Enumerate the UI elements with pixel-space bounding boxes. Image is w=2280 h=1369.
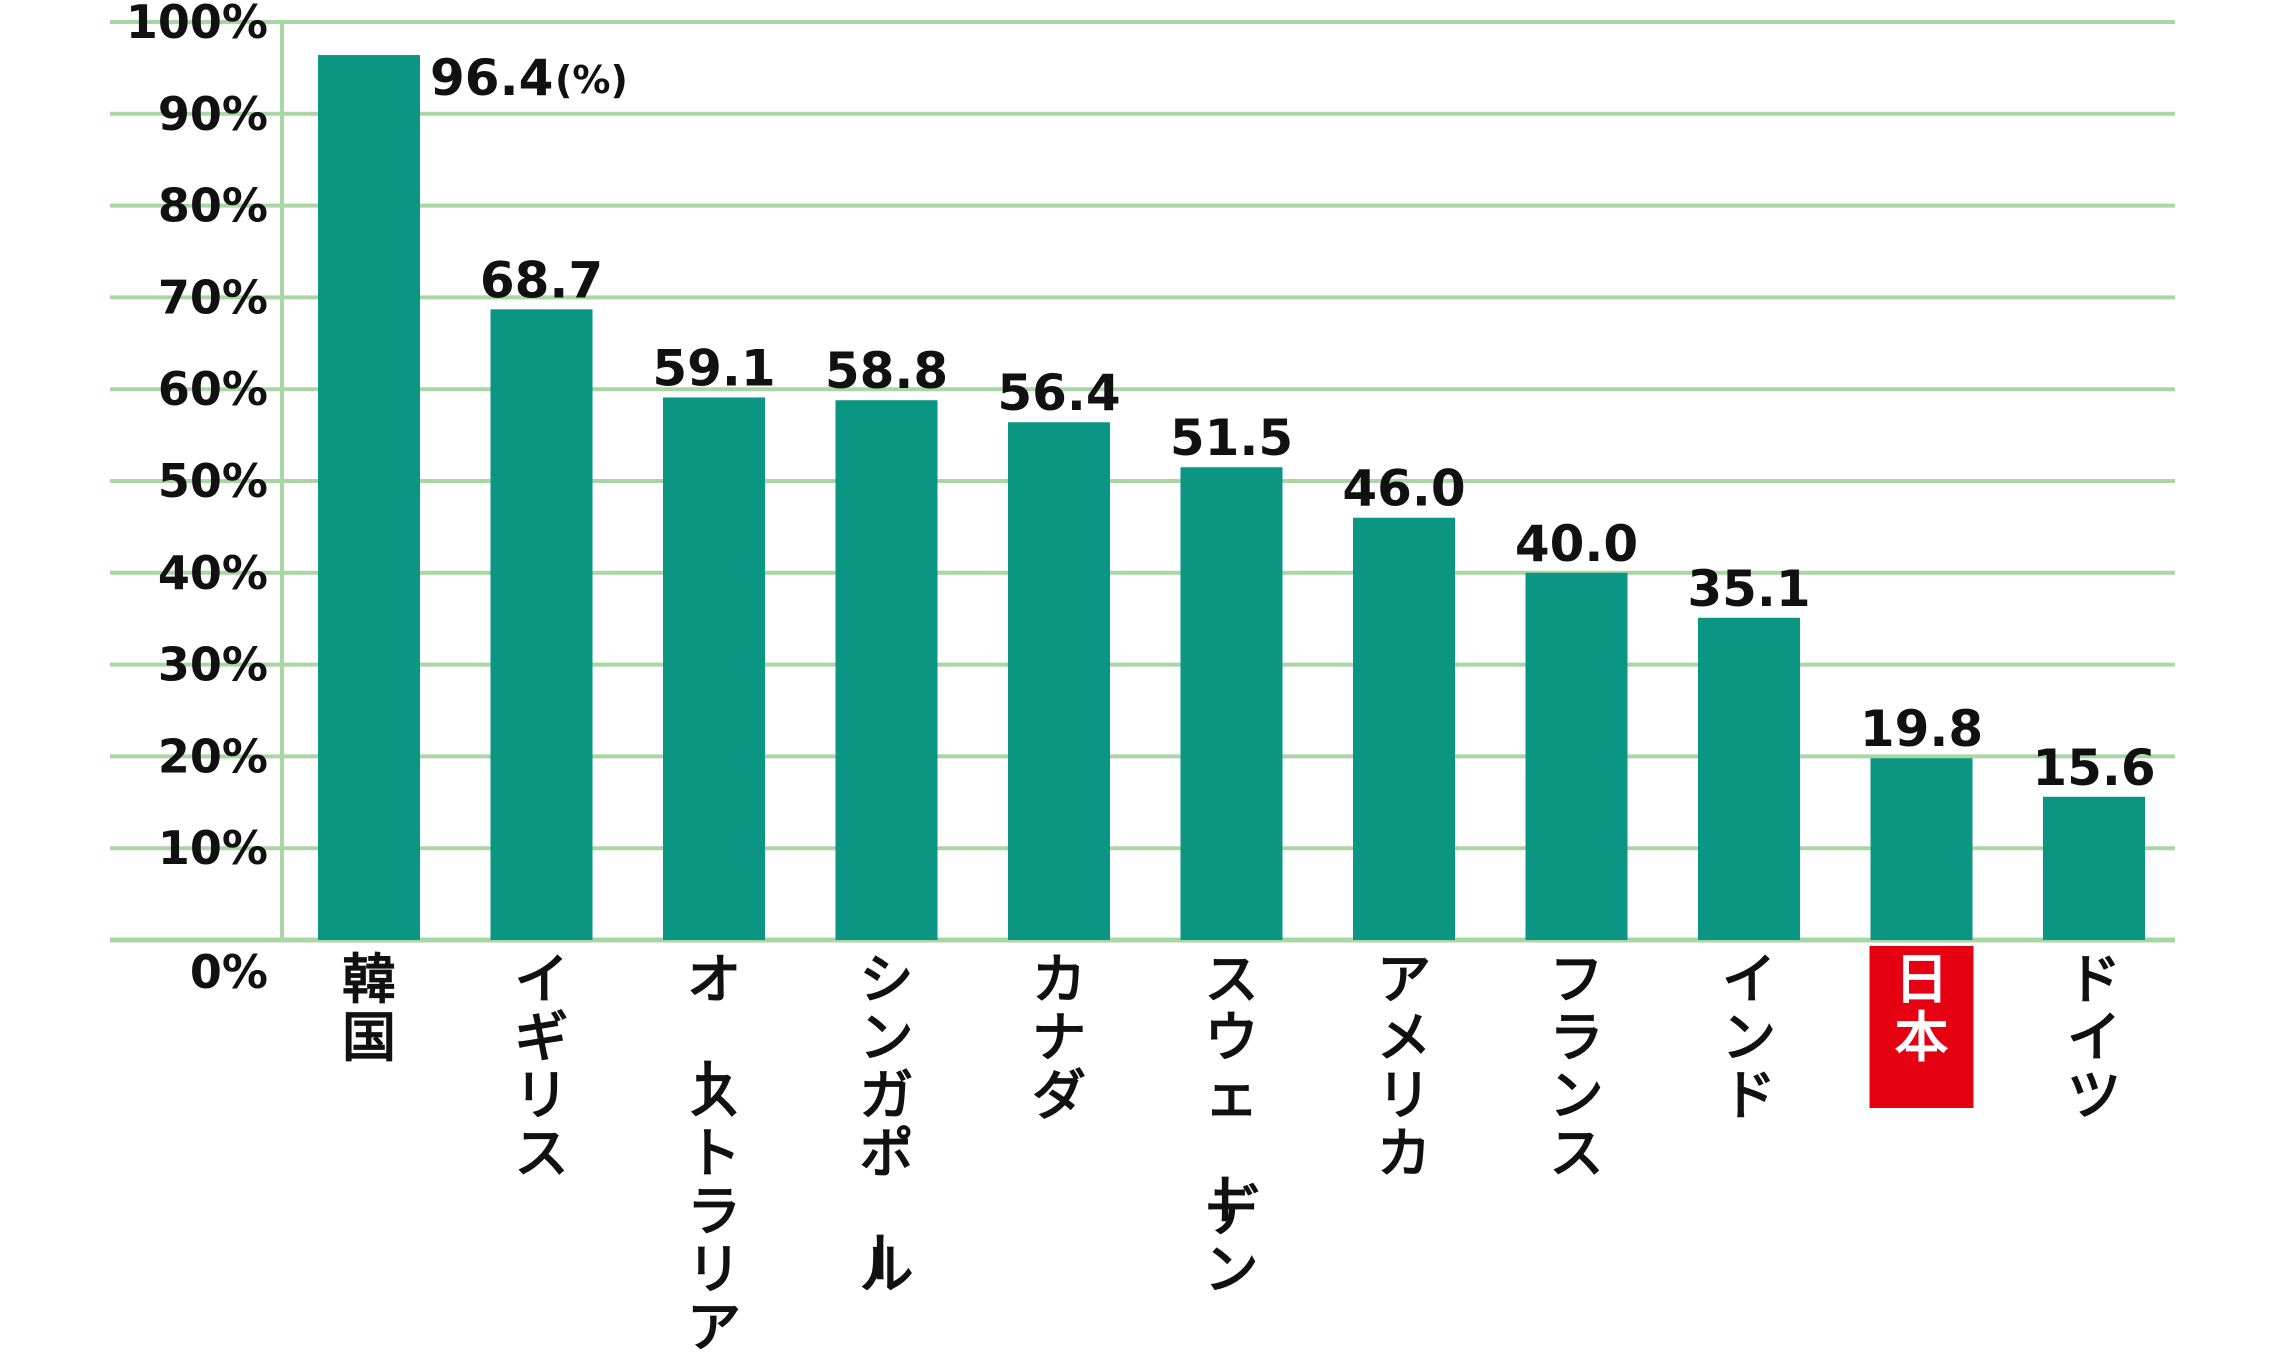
- y-tick-label: 90%: [158, 87, 268, 141]
- bars: [318, 55, 2145, 941]
- value-label: 56.4: [997, 364, 1120, 422]
- value-label: 96.4: [430, 49, 553, 107]
- category-label: 韓国: [342, 948, 396, 1069]
- value-label: 51.5: [1170, 409, 1293, 467]
- bar: [318, 55, 420, 941]
- bar: [1525, 572, 1628, 940]
- y-tick-label: 60%: [158, 362, 268, 416]
- category-label: アメリカ: [1377, 948, 1431, 1185]
- y-tick-label: 50%: [158, 454, 268, 508]
- bar: [2043, 796, 2145, 940]
- y-tick-label: 10%: [158, 821, 268, 875]
- y-tick-label: 40%: [158, 546, 268, 600]
- category-label-text: インド: [1722, 948, 1776, 1127]
- y-tick-label: 30%: [158, 638, 268, 692]
- y-axis-tick-labels: 0% 10% 20% 30% 40% 50% 60% 70% 80% 90% 100%: [126, 0, 268, 999]
- category-label-text: イギリス: [515, 948, 569, 1185]
- y-tick-label: 70%: [158, 270, 268, 324]
- category-label-text: ドイツ: [2067, 948, 2121, 1127]
- category-label-text: スウェーデン: [1192, 948, 1260, 1301]
- category-label: フランス: [1550, 948, 1604, 1185]
- value-label: 59.1: [652, 339, 775, 397]
- value-label: 46.0: [1342, 460, 1465, 518]
- category-labels: 韓国 イギリス オーストラリア シンガポール カナダ スウェーデン アメリカ フランス インド 日…: [342, 946, 2121, 1359]
- bar: [835, 400, 938, 940]
- category-label: ドイツ: [2067, 948, 2121, 1127]
- category-label: インド: [1722, 948, 1776, 1127]
- category-label: スウェーデン: [1192, 948, 1260, 1301]
- y-tick-label: 100%: [126, 0, 268, 49]
- category-label-text: アメリカ: [1377, 948, 1431, 1185]
- category-label-text: 韓国: [342, 948, 396, 1069]
- value-labels: 96.4 (%) 68.7 59.1 58.8 56.4 51.5 46.0 40.0 35.1 1…: [430, 49, 2156, 797]
- category-label: 日本: [1869, 946, 1974, 1108]
- bar: [1870, 758, 1973, 940]
- value-label: 40.0: [1515, 515, 1638, 573]
- category-label-text: カナダ: [1032, 948, 1086, 1127]
- value-label: 35.1: [1687, 560, 1810, 618]
- unit-label: (%): [555, 58, 628, 102]
- value-label: 68.7: [480, 251, 603, 309]
- category-label-text: 日本: [1895, 948, 1949, 1069]
- bar: [663, 397, 765, 940]
- category-label: カナダ: [1032, 948, 1086, 1127]
- bar: [490, 309, 593, 941]
- bar: [1698, 617, 1800, 940]
- highlight-box: [1869, 946, 1974, 1108]
- category-label-text: フランス: [1550, 948, 1604, 1185]
- category-label-text: シンガポール: [847, 948, 914, 1301]
- value-label: 15.6: [2032, 739, 2155, 797]
- y-tick-label: 0%: [190, 945, 268, 999]
- bar: [1180, 467, 1283, 940]
- category-label: シンガポール: [847, 948, 914, 1301]
- bar: [1353, 517, 1455, 940]
- y-tick-label: 20%: [158, 729, 268, 783]
- value-label: 58.8: [825, 342, 948, 400]
- category-label-text: オーストラリア: [674, 948, 741, 1359]
- value-label: 19.8: [1860, 700, 1983, 758]
- bar: [1008, 422, 1110, 940]
- category-label: オーストラリア: [674, 948, 741, 1359]
- grid-lines: [110, 20, 2175, 943]
- y-tick-label: 80%: [158, 179, 268, 233]
- category-label: イギリス: [515, 948, 569, 1185]
